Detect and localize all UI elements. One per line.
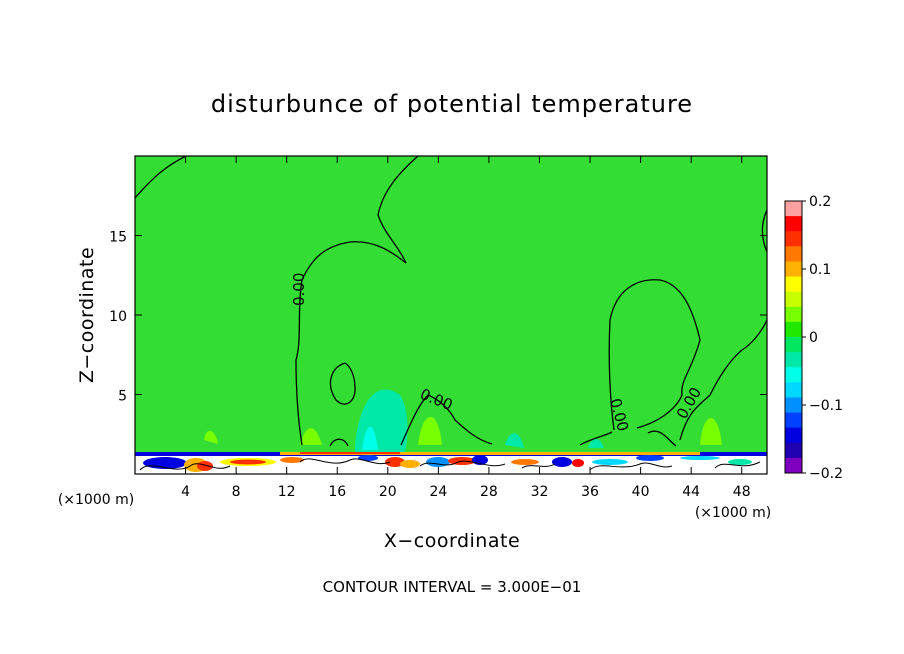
x-tick-label: 36 <box>581 484 599 500</box>
colorbar-frame <box>784 200 803 474</box>
negative-patch <box>505 433 524 448</box>
y-tick-label: 10 <box>109 309 127 325</box>
y-axis-unit: (×1000 m) <box>58 492 134 508</box>
x-tick-label: 24 <box>429 484 447 500</box>
positive-patch <box>418 416 442 445</box>
colorbar-swatch <box>785 382 802 398</box>
surface-blobs <box>143 452 752 472</box>
y-axis-label: Z−coordinate <box>76 247 98 383</box>
colorbar-swatch <box>785 352 802 368</box>
negative-patch <box>588 439 604 448</box>
colorbar-swatch <box>785 291 802 308</box>
y-tick-label: 15 <box>109 230 127 246</box>
colorbar-swatch <box>785 231 802 247</box>
y-axis-ticks: 5 10 15 <box>109 230 767 405</box>
colorbar-swatch <box>785 337 802 353</box>
colorbar: 0.2 0.1 0 −0.1 −0.2 <box>785 194 843 482</box>
colorbar-tick-label: −0.1 <box>809 398 843 414</box>
x-tick-label: 20 <box>379 484 397 500</box>
colorbar-swatch <box>785 457 802 474</box>
x-tick-label: 44 <box>682 484 700 500</box>
x-tick-label: 32 <box>531 484 549 500</box>
x-tick-label: 8 <box>232 484 241 500</box>
x-axis-unit: (×1000 m) <box>695 505 771 521</box>
x-axis-label: X−coordinate <box>384 530 520 552</box>
x-tick-label: 12 <box>278 484 296 500</box>
positive-patch <box>700 417 722 445</box>
field-background <box>135 156 767 474</box>
contour-interval-note: CONTOUR INTERVAL = 3.000E−01 <box>323 578 582 596</box>
colorbar-swatch <box>785 216 802 232</box>
colorbar-swatch <box>785 412 802 429</box>
positive-patch <box>300 428 322 445</box>
zero-contours <box>135 156 767 447</box>
plot-area <box>135 156 767 474</box>
x-tick-label: 40 <box>632 484 650 500</box>
colorbar-swatch <box>785 442 802 459</box>
colorbar-swatch <box>785 276 802 293</box>
colorbar-swatch <box>785 321 802 338</box>
colorbar-swatch <box>785 246 802 262</box>
x-tick-label: 28 <box>480 484 498 500</box>
colorbar-tick-label: −0.2 <box>809 466 843 482</box>
surface-contours <box>139 458 761 471</box>
colorbar-tick-label: 0.2 <box>809 194 831 210</box>
positive-patch <box>204 430 218 444</box>
x-axis-ticks: 4 8 12 16 20 24 28 32 36 40 44 48 <box>181 156 751 500</box>
chart-title: disturbunce of potential temperature <box>211 90 693 118</box>
x-tick-label: 4 <box>181 484 190 500</box>
colorbar-swatch <box>785 427 802 444</box>
colorbar-swatch <box>785 201 802 217</box>
x-tick-label: 48 <box>733 484 751 500</box>
colorbar-swatch <box>785 261 802 278</box>
colorbar-swatch <box>785 367 802 383</box>
colorbar-tick-label: 0 <box>809 330 818 346</box>
colorbar-swatch <box>785 306 802 323</box>
colorbar-tick-label: 0.1 <box>809 262 831 278</box>
y-tick-label: 5 <box>118 389 127 405</box>
negative-patch <box>362 426 378 450</box>
x-tick-label: 16 <box>328 484 346 500</box>
contour-label: 0.00 <box>290 273 308 306</box>
colorbar-swatch <box>785 397 802 414</box>
